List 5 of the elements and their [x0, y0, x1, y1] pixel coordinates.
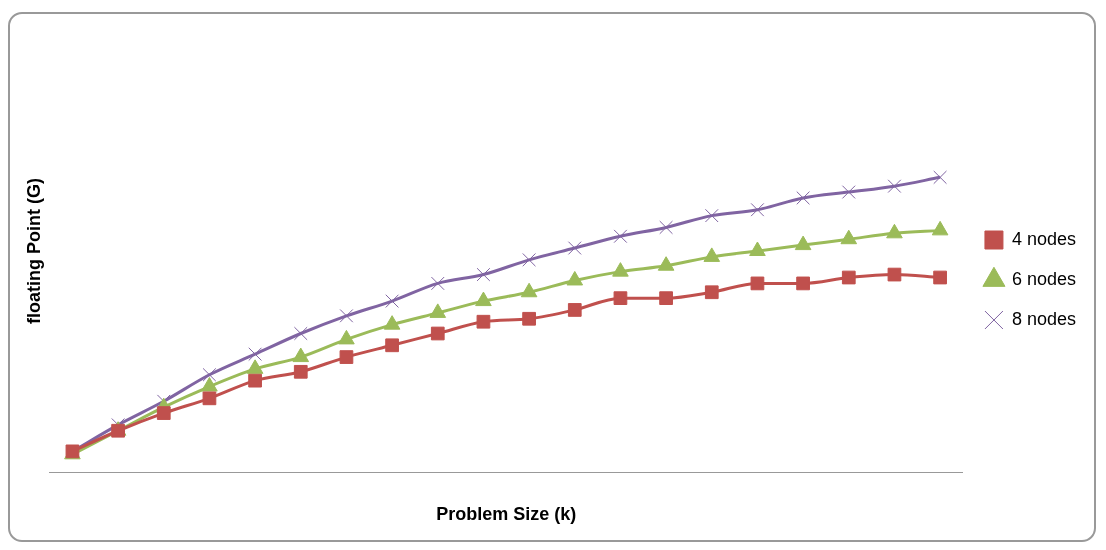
legend-label: 6 nodes — [1011, 268, 1077, 289]
x-axis-title: Problem Size (k) — [436, 504, 577, 525]
legend-label: 8 nodes — [1011, 308, 1077, 329]
legend-label: 4 nodes — [1011, 228, 1077, 249]
y-axis-title: floating Point (G) — [23, 178, 44, 324]
